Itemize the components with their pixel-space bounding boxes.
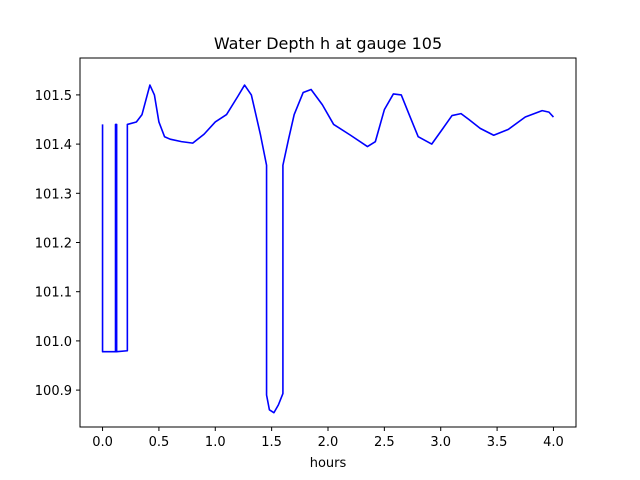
y-tick-label: 101.1 [35, 286, 72, 301]
y-tick-label: 101.2 [35, 237, 72, 252]
y-tick-label: 101.0 [35, 335, 72, 350]
x-tick-label: 4.0 [543, 435, 564, 450]
x-tick-label: 0.0 [92, 435, 113, 450]
x-tick-label: 0.5 [149, 435, 170, 450]
y-tick-label: 100.9 [35, 384, 72, 399]
x-tick-label: 1.5 [261, 435, 282, 450]
x-tick-label: 3.5 [487, 435, 508, 450]
x-axis-label: hours [310, 456, 347, 471]
x-tick-label: 2.0 [318, 435, 339, 450]
x-tick-label: 3.0 [430, 435, 451, 450]
chart-title: Water Depth h at gauge 105 [214, 34, 442, 53]
x-tick-label: 1.0 [205, 435, 226, 450]
x-tick-label: 2.5 [374, 435, 395, 450]
y-tick-label: 101.3 [35, 187, 72, 202]
series-line-0 [101, 84, 555, 414]
y-tick-label: 101.4 [35, 138, 72, 153]
y-tick-label: 101.5 [35, 89, 72, 104]
